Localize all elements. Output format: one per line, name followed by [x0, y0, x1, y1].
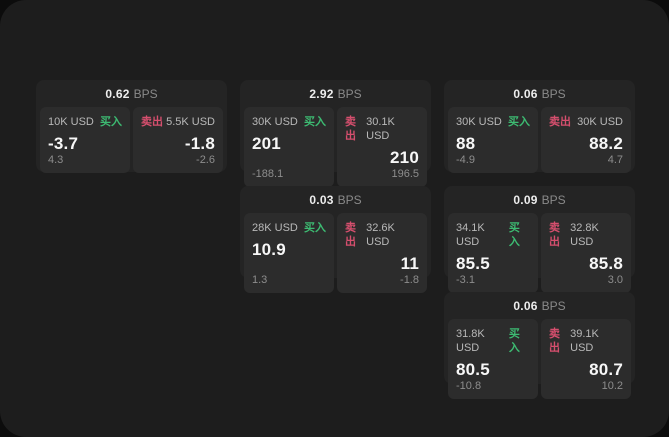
sell-side-label: 卖出: [549, 116, 571, 128]
quote-board: 0.62 BPS 10K USD 买入 -3.7 4.3 卖出 5.5K USD: [36, 80, 635, 399]
sell-side-label: 卖出: [345, 116, 356, 142]
quote-card: 0.03 BPS 28K USD 买入 10.9 1.3 卖出 32.6K US…: [240, 186, 431, 293]
buy-price: -3.7: [48, 134, 79, 153]
quote-card: 0.06 BPS 31.8K USD 买入 80.5 -10.8 卖出 39.1…: [444, 292, 635, 399]
spread-value: 0.06: [513, 298, 538, 313]
sell-sub-value: -1.8: [400, 274, 419, 286]
sell-size: 32.6K USD: [366, 222, 395, 248]
spread-header: 0.62 BPS: [36, 80, 227, 105]
buy-panel[interactable]: 34.1K USD 买入 85.5 -3.1: [448, 213, 538, 293]
buy-price: 10.9: [252, 240, 286, 259]
sell-panel[interactable]: 卖出 5.5K USD -1.8 -2.6: [133, 107, 223, 173]
buy-size: 30K USD: [456, 116, 502, 128]
buy-sub-value: -3.1: [456, 274, 475, 286]
bps-label: BPS: [337, 86, 362, 101]
quote-card: 0.62 BPS 10K USD 买入 -3.7 4.3 卖出 5.5K USD: [36, 80, 227, 173]
sell-sub-value: 3.0: [607, 274, 623, 286]
buy-side-label: 买入: [508, 222, 520, 248]
buy-panel[interactable]: 10K USD 买入 -3.7 4.3: [40, 107, 130, 173]
buy-size: 28K USD: [252, 222, 298, 234]
spread-header: 0.03 BPS: [240, 186, 431, 211]
sell-size: 32.8K USD: [570, 222, 599, 248]
buy-panel[interactable]: 28K USD 买入 10.9 1.3: [244, 213, 334, 293]
spread-value: 0.03: [309, 192, 334, 207]
buy-panel[interactable]: 30K USD 买入 201 -188.1: [244, 107, 334, 187]
sell-price: 88.2: [589, 134, 623, 153]
buy-sub-value: 1.3: [252, 274, 268, 286]
spread-header: 0.09 BPS: [444, 186, 635, 211]
sell-sub-value: -2.6: [196, 154, 215, 166]
spread-header: 0.06 BPS: [444, 292, 635, 317]
spread-value: 2.92: [309, 86, 334, 101]
sell-size: 5.5K USD: [166, 116, 215, 128]
buy-size: 10K USD: [48, 116, 94, 128]
sell-price: 85.8: [589, 254, 623, 273]
buy-size: 30K USD: [252, 116, 298, 128]
bps-label: BPS: [133, 86, 158, 101]
buy-price: 88: [456, 134, 476, 153]
buy-sub-value: -188.1: [252, 168, 284, 180]
sell-panel[interactable]: 卖出 30.1K USD 210 196.5: [337, 107, 427, 187]
sell-panel[interactable]: 卖出 32.6K USD 11 -1.8: [337, 213, 427, 293]
buy-side-label: 买入: [304, 116, 326, 128]
buy-size: 34.1K USD: [456, 222, 485, 248]
sell-price: 80.7: [589, 360, 623, 379]
sell-sub-value: 10.2: [601, 380, 623, 392]
buy-price: 85.5: [456, 254, 490, 273]
buy-side-label: 买入: [508, 328, 520, 354]
sell-price: 11: [400, 254, 419, 273]
sell-size: 30.1K USD: [366, 116, 395, 142]
sell-side-label: 卖出: [141, 116, 163, 128]
sell-size: 30K USD: [577, 116, 623, 128]
bps-label: BPS: [541, 86, 566, 101]
buy-size: 31.8K USD: [456, 328, 485, 354]
sell-side-label: 卖出: [549, 328, 560, 354]
sell-price: 210: [390, 148, 419, 167]
sell-sub-value: 4.7: [607, 154, 623, 166]
spread-value: 0.06: [513, 86, 538, 101]
spread-value: 0.09: [513, 192, 538, 207]
buy-price: 201: [252, 134, 281, 153]
sell-side-label: 卖出: [345, 222, 356, 248]
buy-side-label: 买入: [100, 116, 122, 128]
buy-panel[interactable]: 31.8K USD 买入 80.5 -10.8: [448, 319, 538, 399]
sell-sub-value: 196.5: [391, 168, 419, 180]
sell-size: 39.1K USD: [570, 328, 599, 354]
quote-card: 2.92 BPS 30K USD 买入 201 -188.1 卖出 30.1K …: [240, 80, 431, 187]
buy-side-label: 买入: [304, 222, 326, 234]
bps-label: BPS: [541, 192, 566, 207]
buy-panel[interactable]: 30K USD 买入 88 -4.9: [448, 107, 538, 173]
sell-panel[interactable]: 卖出 32.8K USD 85.8 3.0: [541, 213, 631, 293]
quote-card: 0.06 BPS 30K USD 买入 88 -4.9 卖出 30K USD: [444, 80, 635, 173]
buy-sub-value: -4.9: [456, 154, 475, 166]
buy-price: 80.5: [456, 360, 490, 379]
spread-header: 0.06 BPS: [444, 80, 635, 105]
sell-side-label: 卖出: [549, 222, 560, 248]
sell-price: -1.8: [184, 134, 215, 153]
bps-label: BPS: [541, 298, 566, 313]
buy-sub-value: -10.8: [456, 380, 482, 392]
buy-sub-value: 4.3: [48, 154, 64, 166]
quote-card: 0.09 BPS 34.1K USD 买入 85.5 -3.1 卖出 32.8K…: [444, 186, 635, 293]
buy-side-label: 买入: [508, 116, 530, 128]
sell-panel[interactable]: 卖出 30K USD 88.2 4.7: [541, 107, 631, 173]
spread-value: 0.62: [105, 86, 130, 101]
bps-label: BPS: [337, 192, 362, 207]
sell-panel[interactable]: 卖出 39.1K USD 80.7 10.2: [541, 319, 631, 399]
spread-header: 2.92 BPS: [240, 80, 431, 105]
